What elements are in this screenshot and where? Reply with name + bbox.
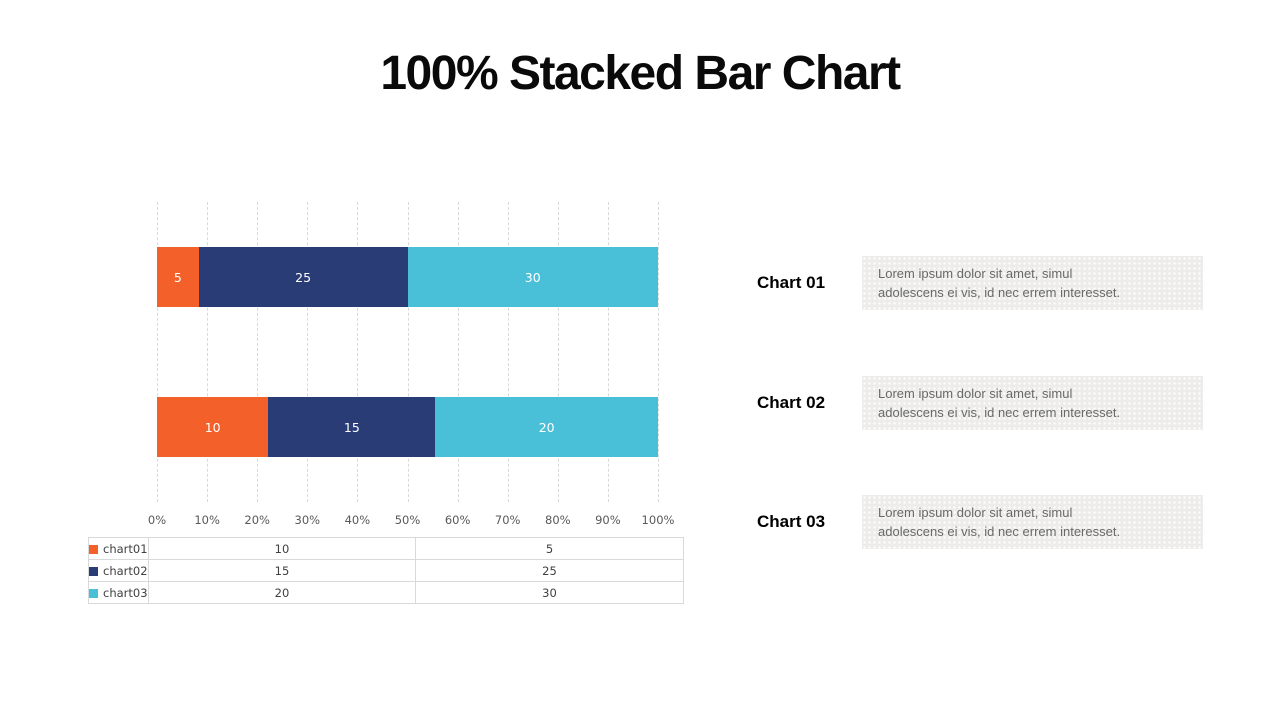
annotation-label: Chart 03 <box>757 512 826 531</box>
bar-segment-chart03: 20 <box>435 397 658 457</box>
bar-segment-chart02: 25 <box>198 247 408 307</box>
chart-plot-area: 5 25 30 10 15 20 <box>157 202 659 502</box>
chart-data-table: chart01 10 5 chart02 15 25 chart03 20 30 <box>88 537 684 604</box>
gridline <box>257 202 259 502</box>
gridline <box>307 202 309 502</box>
x-axis-tick: 20% <box>244 513 270 527</box>
x-axis-tick: 30% <box>294 513 321 527</box>
table-value-cell: 5 <box>415 537 684 560</box>
table-value-cell: 20 <box>148 581 416 604</box>
page-title: 100% Stacked Bar Chart <box>380 47 901 100</box>
legend-swatch-icon <box>89 544 98 554</box>
legend-cell-chart01: chart01 <box>88 537 149 560</box>
gridline <box>207 202 209 502</box>
bar-segment-chart01: 5 <box>157 247 199 307</box>
table-row: chart02 15 25 <box>88 559 684 582</box>
x-axis-tick: 40% <box>344 513 371 527</box>
x-axis-tick: 70% <box>494 513 521 527</box>
x-axis-tick: 60% <box>444 513 471 527</box>
bar-segment-value: 30 <box>524 269 541 285</box>
bar-segment-value: 25 <box>295 269 312 285</box>
legend-cell-chart02: chart02 <box>88 559 149 582</box>
x-axis-tick: 10% <box>194 513 220 527</box>
legend-swatch-icon <box>89 588 98 598</box>
table-row: chart01 10 5 <box>88 537 684 560</box>
annotation-row: Chart 03 Lorem ipsum dolor sit amet, sim… <box>757 495 1203 549</box>
gridline <box>507 202 509 502</box>
bar-segment-chart03: 30 <box>407 247 658 307</box>
annotation-row: Chart 01 Lorem ipsum dolor sit amet, sim… <box>757 256 1203 310</box>
gridline <box>607 202 609 502</box>
bar-segment-value: 15 <box>343 419 360 435</box>
x-axis-tick: 0% <box>147 513 167 527</box>
bar-segment-value: 20 <box>538 419 555 435</box>
bar-segment-value: 10 <box>204 419 221 435</box>
table-value-cell: 15 <box>148 559 416 582</box>
x-axis-tick-labels: 0% 10% 20% 30% 40% 50% 60% 70% 80% 90% 100% <box>148 513 675 529</box>
table-value-cell: 10 <box>148 537 416 560</box>
bar-segment-value: 5 <box>173 269 182 285</box>
gridline <box>157 202 158 502</box>
table-value-cell: 25 <box>415 559 684 582</box>
gridline <box>407 202 409 502</box>
annotation-text: Lorem ipsum dolor sit amet, simul adoles… <box>878 386 1121 420</box>
annotation-row: Chart 02 Lorem ipsum dolor sit amet, sim… <box>757 376 1203 430</box>
annotation-text: Lorem ipsum dolor sit amet, simul adoles… <box>878 266 1121 300</box>
annotation-text: Lorem ipsum dolor sit amet, simul adoles… <box>878 505 1121 539</box>
bar-bottom: 10 15 20 <box>157 397 658 457</box>
gridline <box>457 202 459 502</box>
gridline <box>357 202 359 502</box>
x-axis-tick: 90% <box>595 513 621 527</box>
x-axis-tick: 50% <box>394 513 421 527</box>
annotation-label: Chart 02 <box>757 393 826 412</box>
legend-cell-chart03: chart03 <box>88 581 149 604</box>
annotation-box: Lorem ipsum dolor sit amet, simul adoles… <box>862 376 1203 430</box>
annotation-box: Lorem ipsum dolor sit amet, simul adoles… <box>862 256 1203 310</box>
bar-segment-chart02: 15 <box>268 397 436 457</box>
bar-top: 5 25 30 <box>157 247 658 307</box>
bar-segment-chart01: 10 <box>157 397 269 457</box>
table-row: chart03 20 30 <box>88 581 684 604</box>
x-axis-tick: 100% <box>641 513 675 527</box>
gridline <box>557 202 559 502</box>
x-axis-tick: 80% <box>545 513 571 527</box>
annotation-label: Chart 01 <box>757 273 826 292</box>
table-value-cell: 30 <box>415 581 684 604</box>
annotation-box: Lorem ipsum dolor sit amet, simul adoles… <box>862 495 1203 549</box>
legend-swatch-icon <box>89 566 98 576</box>
gridline <box>658 202 659 502</box>
